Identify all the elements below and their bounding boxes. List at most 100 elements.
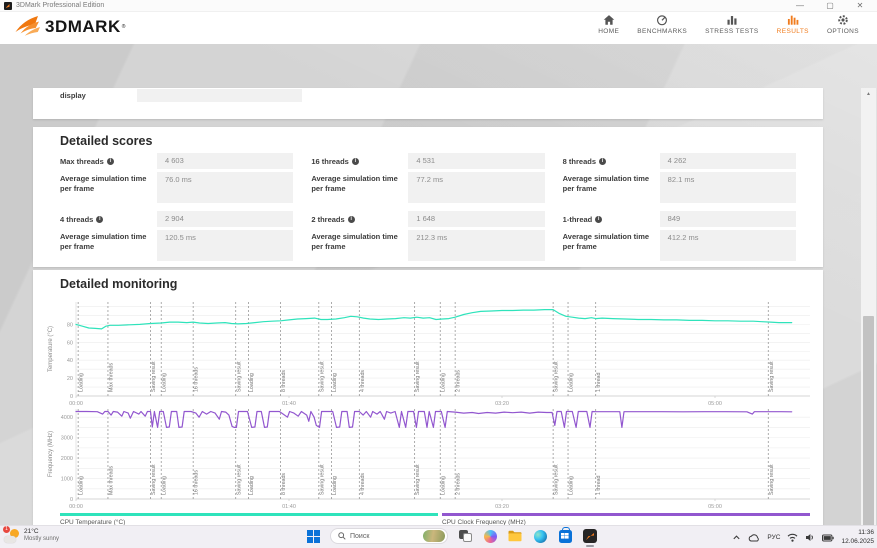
avg-time-label: Average simulation time per frame [563,172,660,203]
search-highlight-image[interactable] [423,530,445,542]
nav-home[interactable]: HOME [598,14,619,35]
detailed-monitoring-title: Detailed monitoring [60,277,177,291]
avg-time-value: 212.3 ms [408,230,544,261]
event-marker-label: Loading [569,476,575,495]
hidden-icons-chevron[interactable] [732,533,741,542]
avg-time-value: 82.1 ms [660,172,796,203]
score-value: 849 [660,211,796,227]
avg-time-value: 76.0 ms [157,172,293,203]
info-icon[interactable] [595,216,602,223]
avg-time-value: 412.2 ms [660,230,796,261]
file-explorer-button[interactable] [507,528,523,544]
event-marker-label: Loading [162,373,168,392]
microsoft-store-button[interactable] [557,528,573,544]
event-marker-label: 4 threads [360,473,366,495]
avg-time-label: Average simulation time per frame [60,172,157,203]
battery-icon[interactable] [822,534,834,542]
weather-widget[interactable]: 1 21°C Mostly sunny [4,528,59,544]
y-tick-label: 0 [70,394,73,400]
weather-condition: Mostly sunny [24,536,59,543]
language-indicator[interactable]: РУС [767,534,780,541]
avg-time-label: Average simulation time per frame [563,230,660,261]
tray-date: 12.06.2025 [841,538,874,546]
onedrive-cloud-icon[interactable] [748,533,760,542]
close-button[interactable]: ✕ [849,0,871,12]
event-marker-label: Loading [441,476,447,495]
nav-options[interactable]: OPTIONS [827,14,859,35]
event-marker-label: 2 threads [456,370,462,392]
windows-logo-icon [307,530,320,543]
event-marker-label: Max threads [108,466,114,495]
avg-time-value: 120.5 ms [157,230,293,261]
cpu-frequency-series [76,412,792,428]
event-marker-label: Loading [79,476,85,495]
score-value: 4 531 [408,153,544,169]
scrollbar-thumb[interactable] [863,316,874,548]
display-field[interactable] [137,89,302,102]
y-tick-label: 60 [67,340,73,346]
event-marker-label: Saving result [415,464,421,495]
info-icon[interactable] [96,216,103,223]
info-icon[interactable] [348,216,355,223]
event-marker-label: Loading [79,373,85,392]
edge-button[interactable] [532,528,548,544]
copilot-button[interactable] [482,528,498,544]
info-icon[interactable] [107,158,114,165]
display-field-label: display [60,91,86,100]
wifi-icon[interactable] [787,533,798,542]
result-info-card: display [33,88,823,119]
nav-benchmarks[interactable]: BENCHMARKS [637,14,687,35]
taskbar-search[interactable]: Поиск [330,528,448,544]
edge-icon [534,530,547,543]
store-icon [559,530,572,543]
x-tick-label: 01:40 [282,504,296,510]
x-tick-label: 03:20 [495,504,509,510]
event-marker-label: 8 threads [281,370,287,392]
cpu-temperature-series [76,310,792,329]
search-placeholder: Поиск [350,533,419,540]
event-marker-label: Saving result [151,361,157,392]
detailed-scores-card: Detailed scores Max threads 4 603 Averag… [33,127,823,267]
event-marker-label: 16 threads [194,367,200,392]
y-tick-label: 20 [67,376,73,382]
copilot-icon [484,530,497,543]
weather-temperature: 21°C [24,528,59,536]
event-marker-label: Saving result [415,361,421,392]
maximize-button[interactable]: ▢ [819,0,841,12]
3dmark-logo-swoosh [14,15,41,38]
folder-icon [508,530,522,542]
start-button[interactable] [305,528,321,544]
event-marker-label: Saving result [151,464,157,495]
bar-chart-icon [726,14,738,26]
info-icon[interactable] [599,158,606,165]
tray-time: 11:36 [841,529,874,537]
avg-time-label: Average simulation time per frame [311,172,408,203]
search-icon [338,532,346,540]
scroll-up-arrow[interactable]: ▲ [861,88,876,101]
volume-icon[interactable] [805,533,815,542]
nav-results[interactable]: RESULTS [777,14,809,35]
avg-time-value: 77.2 ms [408,172,544,203]
event-marker-label: 2 threads [456,473,462,495]
event-marker-label: 1 thread [596,476,602,495]
notification-badge: 1 [3,526,10,533]
home-icon [603,14,615,26]
score-value: 2 904 [157,211,293,227]
running-indicator [586,545,594,547]
registered-mark: ® [122,24,126,30]
3dmark-taskbar-button[interactable] [582,528,598,544]
system-tray: РУС [732,526,874,548]
results-page: display Detailed scores Max threads 4 60… [0,44,877,525]
y-tick-label: 0 [70,497,73,503]
task-view-button[interactable] [457,528,473,544]
info-icon[interactable] [352,158,359,165]
nav-stress-tests[interactable]: STRESS TESTS [705,14,758,35]
vertical-scrollbar[interactable]: ▲ ▼ [861,88,876,548]
window-title: 3DMark Professional Edition [16,2,104,9]
event-marker-label: Loading [249,373,255,392]
minimize-button[interactable]: — [789,0,811,12]
desktop: 3DMark Professional Edition — ▢ ✕ 3DMARK… [0,0,877,548]
clock[interactable]: 11:36 12.06.2025 [841,529,874,546]
event-marker-label: Saving result [236,361,242,392]
event-marker-label: Saving result [319,464,325,495]
